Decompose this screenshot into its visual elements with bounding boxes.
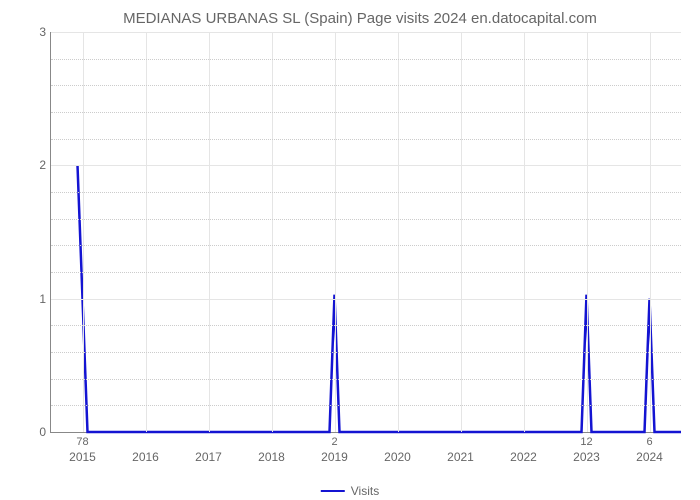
chart-container: MEDIANAS URBANAS SL (Spain) Page visits … [40,10,680,450]
grid-line-v [524,32,525,432]
x-tick-label: 2021 [447,450,474,464]
grid-line-h [51,299,681,300]
grid-line-v [461,32,462,432]
grid-line-h [51,165,681,166]
grid-line-h-minor [51,139,681,140]
grid-line-h-minor [51,272,681,273]
grid-line-v [209,32,210,432]
plot-area: 2015201620172018201920202021202220232024… [50,32,681,433]
grid-line-v [146,32,147,432]
grid-line-h-minor [51,192,681,193]
x-tick-label: 2019 [321,450,348,464]
value-label: 12 [580,436,592,448]
legend: Visits [321,484,379,498]
legend-swatch [321,490,345,492]
x-tick-label: 2018 [258,450,285,464]
y-tick-label: 0 [16,425,46,439]
x-tick-label: 2016 [132,450,159,464]
grid-line-v [587,32,588,432]
grid-line-h-minor [51,59,681,60]
grid-line-v [83,32,84,432]
grid-line-v [398,32,399,432]
value-label: 6 [646,436,652,448]
x-tick-label: 2024 [636,450,663,464]
y-tick-label: 3 [16,25,46,39]
value-label: 2 [331,436,337,448]
grid-line-h-minor [51,245,681,246]
grid-line-h-minor [51,379,681,380]
grid-line-v [335,32,336,432]
grid-line-v [272,32,273,432]
grid-line-h [51,32,681,33]
grid-line-h-minor [51,85,681,86]
grid-line-h-minor [51,352,681,353]
grid-line-v [650,32,651,432]
x-tick-label: 2020 [384,450,411,464]
value-label: 78 [76,436,88,448]
grid-line-h-minor [51,219,681,220]
chart-title: MEDIANAS URBANAS SL (Spain) Page visits … [40,10,680,27]
y-tick-label: 1 [16,292,46,306]
grid-line-h-minor [51,325,681,326]
legend-label: Visits [351,484,379,498]
grid-line-h-minor [51,405,681,406]
x-tick-label: 2022 [510,450,537,464]
grid-line-h-minor [51,112,681,113]
y-tick-label: 2 [16,158,46,172]
x-tick-label: 2017 [195,450,222,464]
x-tick-label: 2015 [69,450,96,464]
x-tick-label: 2023 [573,450,600,464]
